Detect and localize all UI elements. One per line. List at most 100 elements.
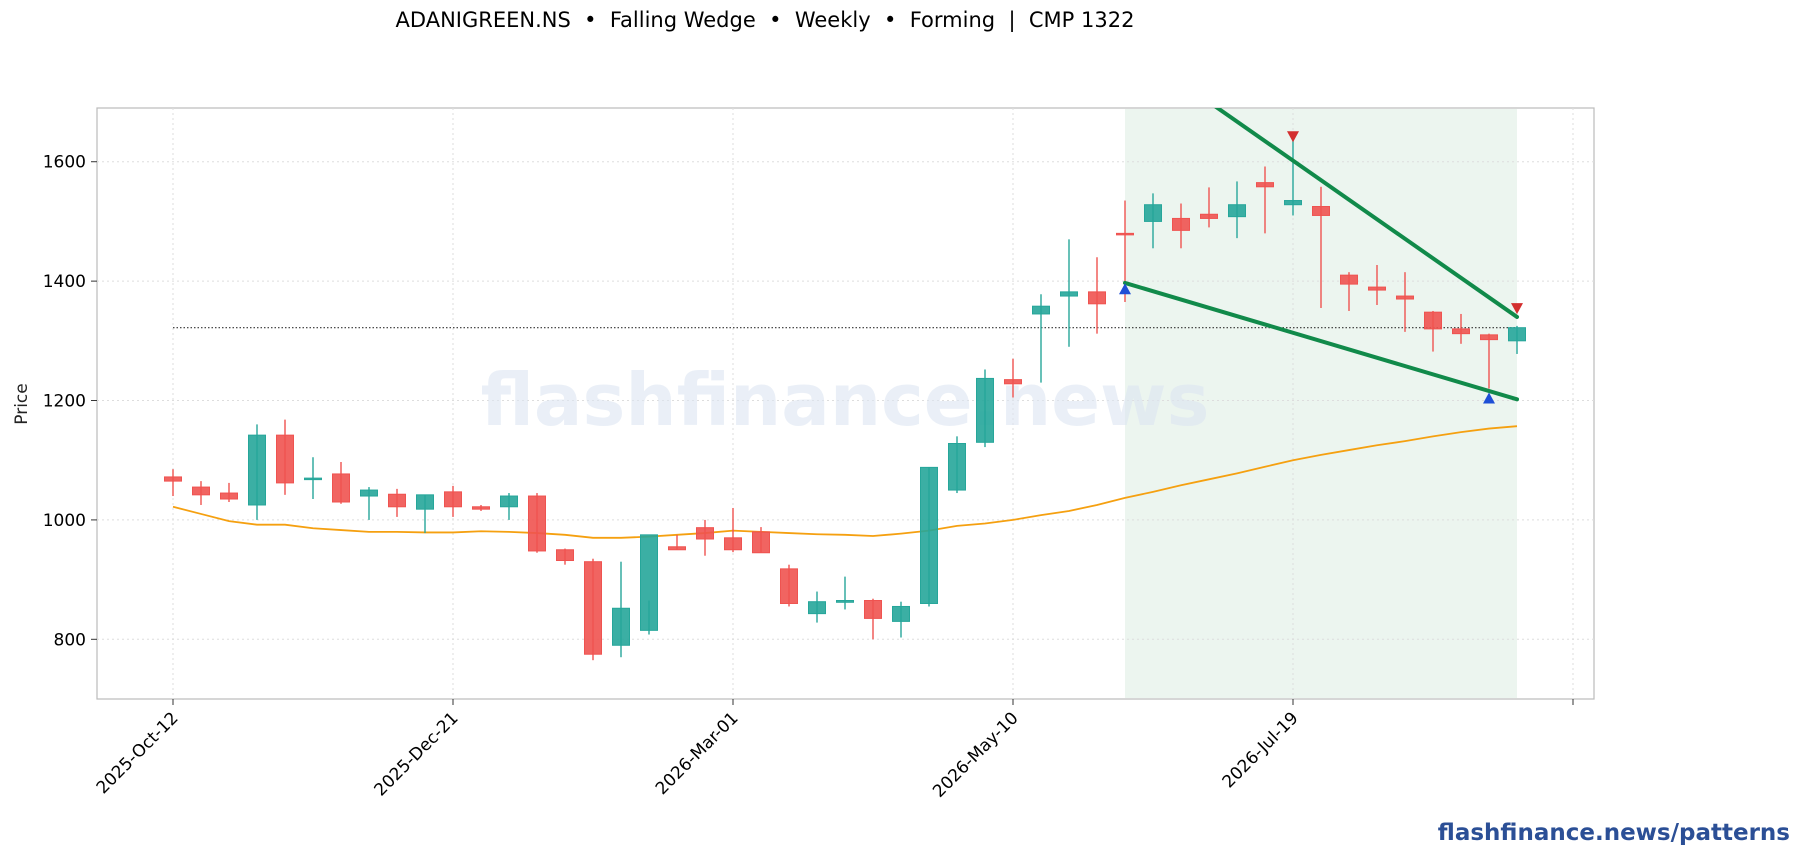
candle-body — [1284, 200, 1302, 206]
candle-body — [1228, 204, 1246, 218]
candle — [1312, 186, 1330, 308]
y-axis-label: Price — [12, 383, 32, 424]
candle-body — [976, 377, 994, 443]
candle — [864, 598, 882, 640]
candle — [304, 457, 322, 500]
candle-body — [164, 476, 182, 482]
chart-title: ADANIGREEN.NS • Falling Wedge • Weekly •… — [395, 8, 1135, 32]
candle — [1396, 272, 1414, 332]
candle-body — [1312, 206, 1330, 216]
candle-body — [332, 473, 350, 503]
candle — [808, 591, 826, 623]
candle — [500, 493, 518, 520]
swing-low-marker — [1119, 283, 1131, 295]
candle — [1480, 333, 1498, 389]
candle-body — [1060, 291, 1078, 297]
x-tick-label: 2025-Dec-21 — [371, 708, 463, 800]
candle — [332, 462, 350, 504]
candle-body — [584, 561, 602, 655]
candle-body — [500, 495, 518, 508]
candle-body — [864, 600, 882, 619]
candle-body — [1088, 291, 1106, 305]
candle — [780, 564, 798, 607]
candle-body — [780, 568, 798, 604]
y-tick-label: 800 — [54, 630, 86, 650]
footer-link[interactable]: flashfinance.news/patterns — [1437, 820, 1790, 846]
candle-body — [920, 466, 938, 604]
candle — [556, 548, 574, 565]
candle-body — [444, 491, 462, 508]
candle-body — [1340, 274, 1358, 285]
candle-body — [1144, 204, 1162, 222]
candle-body — [1424, 311, 1442, 330]
candle — [1284, 137, 1302, 216]
y-tick-label: 1400 — [43, 272, 86, 292]
candle-body — [220, 492, 238, 500]
candle-body — [1172, 217, 1190, 231]
candle — [640, 534, 658, 635]
candle — [1144, 193, 1162, 249]
candle-body — [1116, 232, 1134, 236]
candle — [472, 504, 490, 511]
x-tick-label: 2026-Mar-01 — [652, 708, 743, 799]
candle — [1060, 239, 1078, 347]
candle-body — [1368, 286, 1386, 291]
x-tick-label: 2025-Oct-12 — [93, 708, 183, 798]
candle-body — [612, 607, 630, 646]
candle — [1508, 325, 1526, 354]
candle — [724, 507, 742, 553]
candle — [1228, 181, 1246, 239]
candle-body — [948, 442, 966, 491]
candle — [276, 419, 294, 495]
candle-body — [1452, 328, 1470, 335]
candle-body — [1508, 327, 1526, 342]
candle-body — [724, 537, 742, 551]
candle-body — [304, 477, 322, 481]
candle-body — [276, 434, 294, 484]
candle — [752, 527, 770, 554]
candle — [416, 494, 434, 534]
candle-body — [1004, 379, 1022, 385]
x-tick-label: 2026-May-10 — [929, 708, 1022, 801]
candle — [1424, 310, 1442, 352]
candle-body — [192, 486, 210, 496]
candle-body — [696, 527, 714, 540]
candle — [1368, 265, 1386, 305]
candle — [1340, 272, 1358, 311]
candle — [1200, 187, 1218, 228]
candle — [220, 482, 238, 502]
candle-body — [752, 531, 770, 554]
candle-body — [640, 534, 658, 631]
candle — [528, 493, 546, 553]
candle-body — [528, 495, 546, 552]
swing-low-marker — [1483, 392, 1495, 404]
candle — [976, 369, 994, 448]
candle — [584, 558, 602, 661]
candle-body — [1256, 182, 1274, 188]
watermark-text: flashfinance.news — [481, 358, 1210, 442]
candle-body — [892, 605, 910, 622]
candle — [612, 561, 630, 658]
candle-body — [836, 600, 854, 603]
candle — [1088, 257, 1106, 334]
candle — [920, 466, 938, 607]
candle — [164, 469, 182, 497]
candle — [388, 488, 406, 517]
candle-body — [1480, 334, 1498, 341]
candle — [836, 576, 854, 610]
candle-body — [248, 434, 266, 506]
candle-body — [668, 546, 686, 551]
candle — [1452, 313, 1470, 344]
candle — [1172, 203, 1190, 249]
swing-high-marker — [1511, 303, 1523, 315]
candle-body — [556, 549, 574, 562]
candle — [360, 487, 378, 520]
candle-body — [1032, 305, 1050, 315]
moving-average-line — [172, 425, 1518, 539]
upper-trendline — [1214, 108, 1519, 319]
trendlines — [1123, 108, 1519, 402]
candle-body — [808, 601, 826, 615]
candle-body — [472, 506, 490, 510]
candle — [696, 519, 714, 556]
